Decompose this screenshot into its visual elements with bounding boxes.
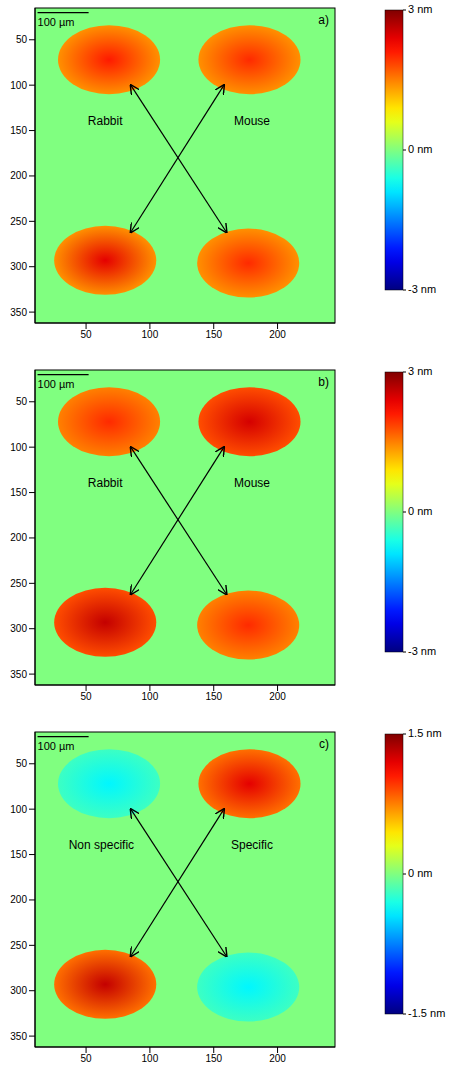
svg-text:0 nm: 0 nm	[408, 143, 432, 155]
svg-text:350: 350	[10, 669, 27, 680]
svg-text:Mouse: Mouse	[234, 114, 270, 128]
svg-text:300: 300	[10, 985, 27, 996]
svg-text:200: 200	[269, 329, 286, 340]
svg-text:100: 100	[142, 329, 159, 340]
svg-text:-3 nm: -3 nm	[408, 283, 436, 295]
svg-text:300: 300	[10, 623, 27, 634]
svg-text:100: 100	[142, 691, 159, 702]
svg-text:50: 50	[81, 691, 93, 702]
svg-text:1.5 nm: 1.5 nm	[408, 727, 442, 739]
svg-text:200: 200	[10, 894, 27, 905]
svg-text:150: 150	[10, 487, 27, 498]
svg-text:350: 350	[10, 307, 27, 318]
svg-text:Rabbit: Rabbit	[88, 114, 123, 128]
svg-text:200: 200	[269, 691, 286, 702]
svg-text:200: 200	[269, 1053, 286, 1064]
svg-text:3 nm: 3 nm	[408, 365, 432, 377]
svg-text:100: 100	[10, 80, 27, 91]
svg-text:150: 150	[205, 1053, 222, 1064]
svg-text:150: 150	[10, 849, 27, 860]
svg-text:150: 150	[205, 329, 222, 340]
svg-text:50: 50	[16, 34, 28, 45]
svg-text:200: 200	[10, 532, 27, 543]
svg-text:350: 350	[10, 1031, 27, 1042]
svg-text:150: 150	[10, 125, 27, 136]
svg-text:50: 50	[81, 329, 93, 340]
svg-text:250: 250	[10, 216, 27, 227]
svg-text:100 µm: 100 µm	[38, 740, 75, 752]
svg-text:Specific: Specific	[231, 838, 273, 852]
svg-text:Rabbit: Rabbit	[88, 476, 123, 490]
svg-text:50: 50	[81, 1053, 93, 1064]
svg-text:250: 250	[10, 940, 27, 951]
svg-text:-3 nm: -3 nm	[408, 645, 436, 657]
svg-text:3 nm: 3 nm	[408, 3, 432, 15]
svg-text:Non specific: Non specific	[69, 838, 134, 852]
svg-text:0 nm: 0 nm	[408, 867, 432, 879]
svg-text:100: 100	[142, 1053, 159, 1064]
svg-text:100 µm: 100 µm	[38, 378, 75, 390]
svg-text:0 nm: 0 nm	[408, 505, 432, 517]
svg-text:200: 200	[10, 170, 27, 181]
svg-text:50: 50	[16, 396, 28, 407]
svg-text:50: 50	[16, 758, 28, 769]
svg-text:100: 100	[10, 804, 27, 815]
svg-text:b): b)	[318, 375, 329, 389]
svg-text:300: 300	[10, 261, 27, 272]
svg-text:Mouse: Mouse	[234, 476, 270, 490]
svg-text:a): a)	[318, 13, 329, 27]
svg-text:150: 150	[205, 691, 222, 702]
svg-text:c): c)	[319, 737, 329, 751]
svg-text:-1.5 nm: -1.5 nm	[408, 1007, 445, 1019]
svg-text:100 µm: 100 µm	[38, 16, 75, 28]
svg-text:100: 100	[10, 442, 27, 453]
svg-text:250: 250	[10, 578, 27, 589]
